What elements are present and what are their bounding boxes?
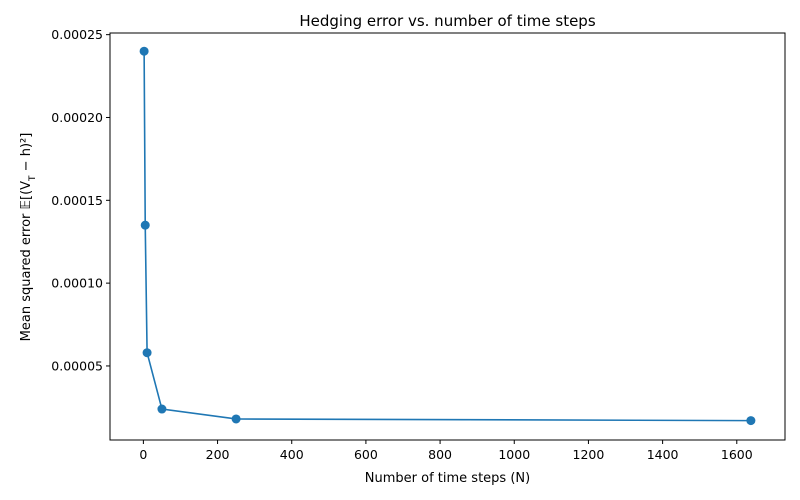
data-point: [231, 414, 241, 424]
x-tick-label: 1200: [573, 447, 605, 462]
y-axis-label-suffix: − h)²]: [19, 133, 34, 176]
y-tick-label: 0.00020: [51, 110, 103, 125]
y-axis-label-prefix: Mean squared error: [19, 209, 34, 341]
y-axis-label-formula: 𝔼[(V: [19, 181, 34, 210]
x-tick-label: 1000: [498, 447, 530, 462]
x-axis-label: Number of time steps (N): [365, 471, 530, 486]
data-point: [746, 416, 756, 426]
x-tick-label: 0: [139, 447, 147, 462]
x-tick-label: 600: [354, 447, 378, 462]
data-point: [139, 46, 149, 56]
plot-area: [139, 46, 756, 426]
data-point: [157, 404, 167, 414]
y-axis-ticks: 0.00005 0.00010 0.00015 0.00020 0.00025: [51, 27, 110, 373]
x-tick-label: 1400: [647, 447, 679, 462]
data-point: [140, 220, 150, 230]
x-axis-ticks: 0 200 400 600 800 1000 1200 1400 1600: [139, 440, 753, 462]
data-point: [142, 348, 152, 358]
y-axis-label-subscript: T: [28, 175, 38, 182]
x-tick-label: 400: [280, 447, 304, 462]
y-tick-label: 0.00010: [51, 276, 103, 291]
y-axis-label: Mean squared error 𝔼[(VT − h)²]: [19, 133, 38, 342]
y-tick-label: 0.00025: [51, 27, 103, 42]
y-tick-label: 0.00015: [51, 193, 103, 208]
y-tick-label: 0.00005: [51, 358, 103, 373]
plot-frame: [109, 32, 786, 441]
x-tick-label: 200: [206, 447, 230, 462]
x-tick-label: 1600: [721, 447, 753, 462]
series-line: [143, 51, 751, 422]
x-tick-label: 800: [428, 447, 452, 462]
chart-title: Hedging error vs. number of time steps: [299, 12, 595, 30]
